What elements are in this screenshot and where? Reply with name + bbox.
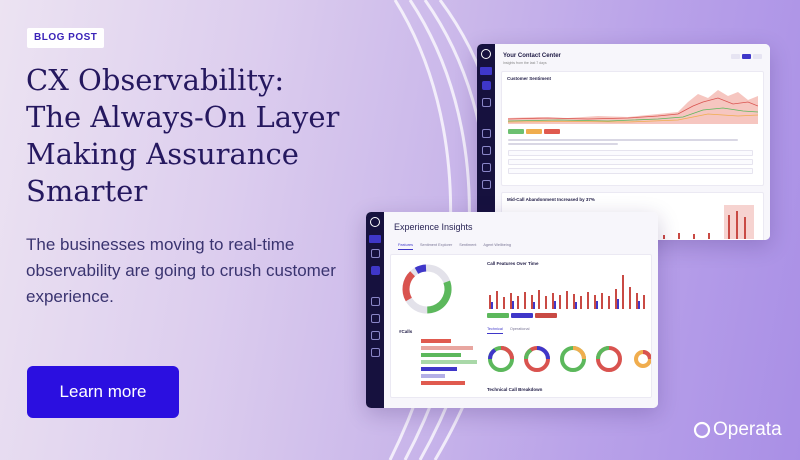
list-icon: [370, 266, 380, 275]
print-icon: [370, 331, 380, 340]
list-icon: [481, 98, 491, 107]
home-icon: [370, 249, 380, 258]
technical-breakdown-label: Technical Call Breakdown: [487, 387, 543, 392]
avatar: [480, 67, 492, 75]
brand-name: Operata: [713, 419, 782, 440]
call-subtabs: Technical Operational: [487, 327, 536, 334]
tab-sentiment-explorer[interactable]: Sentiment Explorer: [419, 243, 453, 247]
features-card: Call Features Over Time: [390, 254, 652, 398]
subtab-technical[interactable]: Technical: [487, 327, 503, 334]
chat-icon: [481, 129, 491, 138]
sentiment-legend: [508, 129, 562, 134]
call-features-title: Call Features Over Time: [487, 261, 539, 266]
page-subtitle: The businesses moving to real-time obser…: [26, 235, 336, 306]
operata-logo: Operata: [693, 419, 782, 441]
learn-more-button[interactable]: Learn more: [27, 366, 179, 418]
logo-icon: [481, 49, 491, 59]
dashboard-nav-rail: [366, 212, 384, 408]
sentiment-card: Customer Sentiment: [501, 71, 764, 186]
sentiment-card-title: Customer Sentiment: [507, 76, 552, 81]
subtab-operational[interactable]: Operational: [509, 327, 530, 331]
chat-icon: [370, 297, 380, 306]
history-icon: [370, 348, 380, 357]
contact-center-dashboard: Your Contact Center Insights from the la…: [477, 44, 770, 240]
features-donut: [402, 264, 452, 314]
logo-icon: [370, 217, 380, 227]
sentiment-chart: [508, 90, 758, 124]
grid-icon: [481, 146, 491, 155]
date-range-toggle: [729, 54, 762, 59]
grid-icon: [370, 314, 380, 323]
insights-title: Experience Insights: [394, 222, 473, 232]
home-icon: [481, 81, 491, 90]
avatar: [369, 235, 381, 243]
call-features-legend: [487, 313, 559, 318]
operata-logo-icon: [693, 421, 711, 439]
abandonment-card-title: Mid-Call Abandonment Increased by 37%: [507, 197, 595, 202]
blog-post-badge: BLOG POST: [27, 28, 105, 48]
dashboard-subtitle: Insights from the last 7 days: [503, 61, 547, 65]
technical-donuts: [488, 346, 651, 372]
dashboard-nav-rail: [477, 44, 495, 240]
page-title: CX Observability: The Always-On Layer Ma…: [26, 63, 340, 208]
tab-features[interactable]: Features: [398, 243, 413, 250]
print-icon: [481, 163, 491, 172]
experience-insights-dashboard: Experience Insights Features Sentiment E…: [366, 212, 658, 408]
tab-agent-wellbeing[interactable]: Agent Wellbeing: [483, 243, 511, 247]
insights-tabs: Features Sentiment Explorer Sentiment Ag…: [398, 243, 518, 250]
dashboard-title: Your Contact Center: [503, 53, 561, 59]
calls-label: #Calls: [399, 329, 413, 334]
tab-sentiment[interactable]: Sentiment: [459, 243, 477, 247]
call-features-chart: [489, 275, 645, 309]
history-icon: [481, 180, 491, 189]
